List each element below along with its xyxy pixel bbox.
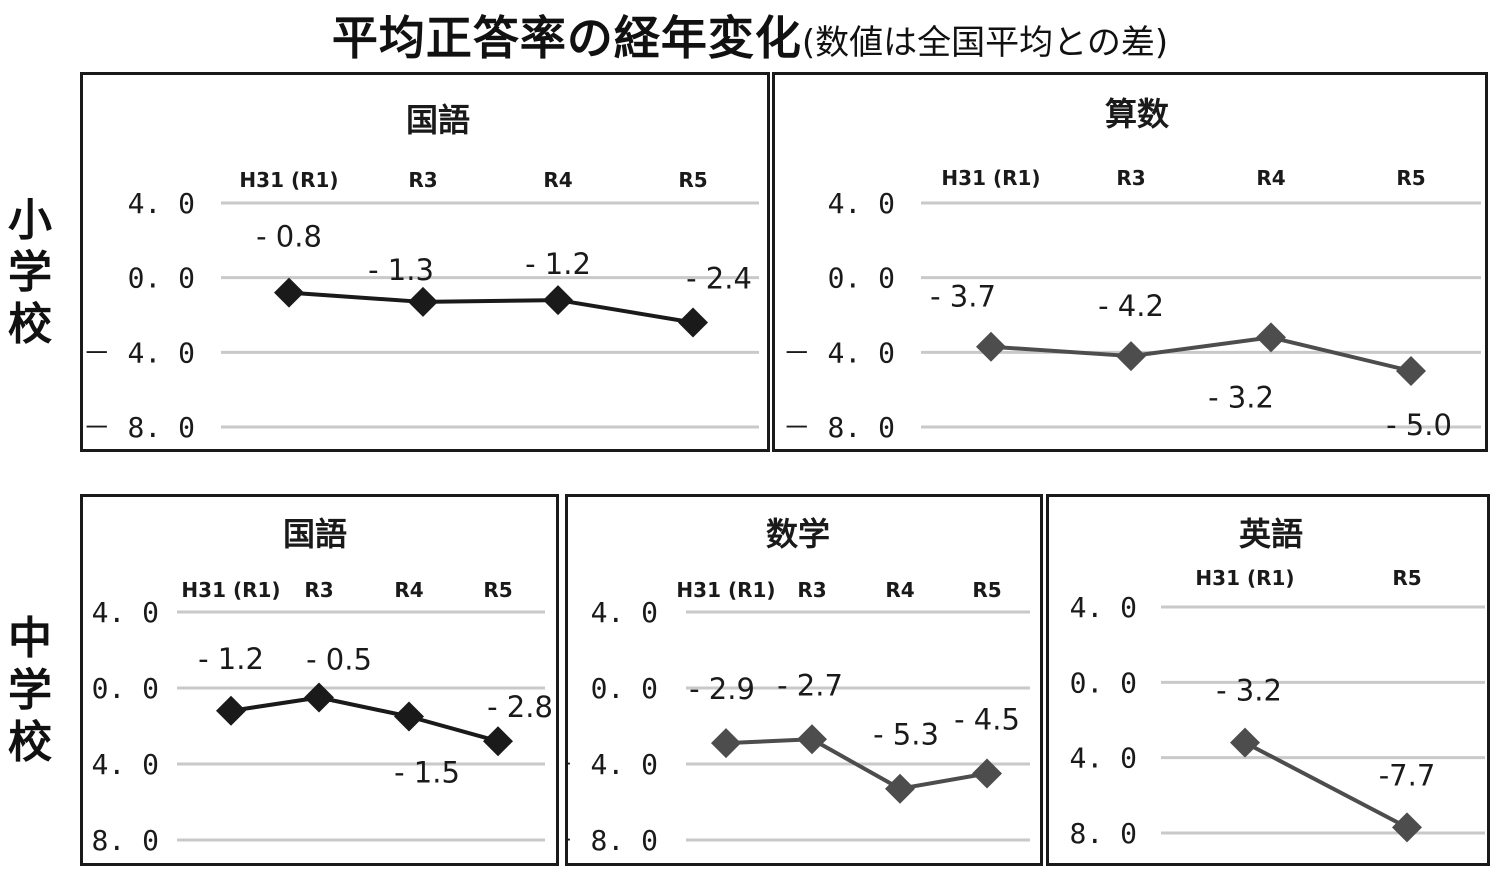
data-label: -7.7 [1379,758,1436,792]
chart-svg-middle-japanese: 国語 4. 0 0. 0 － 4. 0 － 8. 0 H31 (R1) R3 R4 R5 - 1.… [83,515,553,857]
y-tick-label: 0. 0 [1070,666,1137,699]
x-tick-label: R4 [885,578,914,602]
y-tick-label: 4. 0 [92,596,159,629]
y-tick-label: 0. 0 [828,262,895,295]
data-label: - 0.8 [256,220,322,254]
y-tick-label: － 8. 0 [783,411,895,444]
x-tick-label: R4 [394,578,423,602]
y-tick-label: － 8. 0 [83,824,159,857]
y-tick-label: 4. 0 [128,187,195,220]
data-point [885,773,915,804]
y-tick-label: － 4. 0 [83,336,195,369]
data-label: - 2.4 [686,261,752,295]
data-label: - 4.5 [954,703,1020,737]
x-tick-label: R5 [972,578,1001,602]
series-line [230,695,499,744]
chart-svg-elem-math: 算数 4. 0 0. 0 － 4. 0 － 8. 0 H31 (R1) R3 R4 R5 - 3.… [783,95,1481,444]
data-point [1116,341,1146,372]
data-label: - 3.7 [930,280,996,314]
x-tick-label: H31 (R1) [181,578,280,602]
x-tick-label: R3 [304,578,333,602]
y-tick-label: － 8. 0 [568,824,658,857]
data-label: - 1.2 [525,247,591,281]
data-label: - 2.8 [487,690,553,724]
x-tick-label: R4 [1256,166,1285,190]
title-subtitle: (数値は全国平均との差) [801,23,1169,63]
panel-middle-math: 数学 4. 0 0. 0 － 4. 0 － 8. 0 H31 (R1) R3 R4 R5 - 2.… [565,494,1043,866]
data-label: - 1.3 [368,253,434,287]
x-tick-label: R3 [1116,166,1145,190]
x-tick-label: R5 [678,168,707,192]
series-line [725,737,988,791]
data-point [543,285,573,316]
series-line [990,335,1412,373]
chart-title-elem-math: 算数 [1105,95,1170,133]
data-label: - 3.2 [1216,674,1282,708]
chart-svg-middle-math: 数学 4. 0 0. 0 － 4. 0 － 8. 0 H31 (R1) R3 R4 R5 - 2.… [568,515,1030,857]
row-label-elementary: 小学校 [8,195,52,350]
panel-elementary-japanese: 国語 4. 0 0. 0 － 4. 0 － 8. 0 H31 (R1) R3 R4 R5 - 0.… [80,72,770,452]
x-tick-label: H31 (R1) [239,168,338,192]
data-label: - 2.9 [689,672,755,706]
series-line [1244,740,1408,830]
data-point [678,307,708,338]
data-point [1396,356,1426,386]
y-tick-label: 4. 0 [591,596,658,629]
x-tick-label: R5 [483,578,512,602]
data-label: - 3.2 [1208,380,1274,414]
data-point [1256,322,1286,353]
data-point [1230,727,1260,758]
data-point [972,758,1002,789]
y-tick-label: 0. 0 [92,672,159,705]
y-tick-label: － 4. 0 [783,336,895,369]
data-point [483,726,513,757]
y-tick-label: － 4. 0 [83,748,159,781]
x-tick-label: H31 (R1) [676,578,775,602]
data-label: - 5.0 [1386,408,1452,442]
data-point [408,286,438,317]
row-label-middle-school: 中学校 [8,613,52,768]
data-point [274,277,304,308]
y-tick-label: － 8. 0 [83,411,195,444]
series-line [288,290,694,325]
x-tick-label: H31 (R1) [1195,566,1294,590]
chart-title-middle-math: 数学 [766,515,830,553]
x-tick-label: R3 [408,168,437,192]
y-tick-label: 0. 0 [128,262,195,295]
chart-svg-middle-english: 英語 4. 0 0. 0 － 4. 0 － 8. 0 H31 (R1) R5 - 3.2 -7.… [1049,515,1485,850]
panel-middle-japanese: 国語 4. 0 0. 0 － 4. 0 － 8. 0 H31 (R1) R3 R4 R5 - 1.… [80,494,559,866]
data-point [711,728,741,759]
data-label: - 4.2 [1098,289,1164,323]
panel-middle-english: 英語 4. 0 0. 0 － 4. 0 － 8. 0 H31 (R1) R5 - 3.2 -7.… [1046,494,1490,866]
y-tick-label: 4. 0 [828,187,895,220]
data-point [976,331,1006,362]
data-label: - 1.5 [394,756,460,790]
data-point [394,701,424,732]
x-tick-label: R4 [543,168,572,192]
y-tick-label: 4. 0 [1070,591,1137,624]
data-point [216,695,246,726]
data-point [304,682,334,713]
data-label: - 5.3 [873,718,939,752]
data-label: - 1.2 [198,642,264,676]
x-tick-label: R3 [797,578,826,602]
chart-svg-elem-japanese: 国語 4. 0 0. 0 － 4. 0 － 8. 0 H31 (R1) R3 R4 R5 - 0.… [83,101,759,444]
chart-title-elem-japanese: 国語 [406,101,470,139]
chart-title-middle-english: 英語 [1239,515,1303,553]
y-tick-label: － 4. 0 [1049,742,1137,775]
panel-elementary-math: 算数 4. 0 0. 0 － 4. 0 － 8. 0 H31 (R1) R3 R4 R5 - 3.… [772,72,1488,452]
x-tick-label: H31 (R1) [941,166,1040,190]
data-label: - 0.5 [306,643,372,677]
title-main: 平均正答率の経年変化 [331,11,802,65]
data-point [797,724,827,755]
x-tick-label: R5 [1396,166,1425,190]
data-point [1392,812,1422,843]
y-tick-label: － 8. 0 [1049,817,1137,850]
y-tick-label: － 4. 0 [568,748,658,781]
data-label: - 2.7 [777,668,843,702]
x-tick-label: R5 [1392,566,1421,590]
chart-title-middle-japanese: 国語 [283,515,347,553]
chart-title: 平均正答率の経年変化(数値は全国平均との差) [0,2,1500,68]
y-tick-label: 0. 0 [591,672,658,705]
